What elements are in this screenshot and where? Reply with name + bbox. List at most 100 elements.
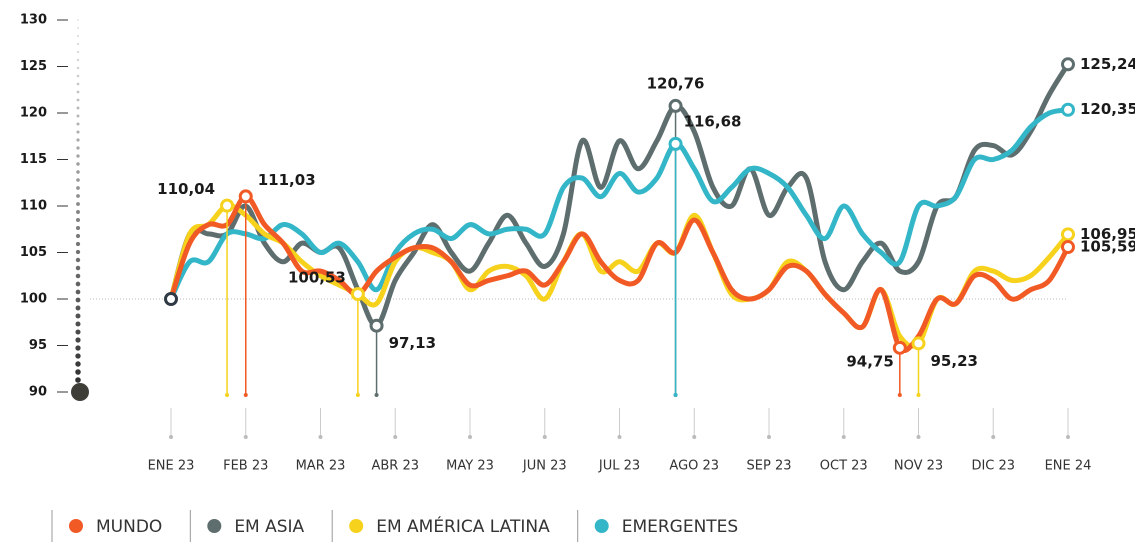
axis-dot <box>76 74 80 78</box>
x-tick-label: ABR 23 <box>371 459 419 474</box>
x-tick-dot <box>767 435 771 439</box>
x-tick-dot <box>169 435 173 439</box>
legend-swatch <box>594 519 609 533</box>
value-label: 120,35 <box>1080 100 1135 118</box>
drop-dot <box>225 393 230 397</box>
axis-dot <box>76 130 80 134</box>
axis-dot <box>76 218 80 222</box>
axis-dot <box>76 202 80 206</box>
axis-dot <box>75 289 81 295</box>
legend-label: EMERGENTES <box>622 517 739 537</box>
legend-swatch <box>207 519 222 533</box>
value-label: 95,23 <box>931 352 978 370</box>
x-tick-dot <box>991 435 996 439</box>
x-tick-dot <box>841 435 846 439</box>
axis-dot <box>76 138 80 142</box>
axis-dot <box>75 305 81 311</box>
drop-dot <box>243 393 248 397</box>
point-marker <box>1061 227 1075 242</box>
y-tick-label: 105 <box>20 245 47 260</box>
x-tick-label: SEP 23 <box>747 459 792 474</box>
x-tick-label: FEB 23 <box>223 459 268 474</box>
drop-dot <box>355 393 360 397</box>
axis-dot <box>76 154 80 158</box>
axis-dot <box>75 377 81 383</box>
axis-dot <box>76 66 80 70</box>
y-tick-label: 115 <box>20 152 47 167</box>
value-label: 100,53 <box>288 269 346 287</box>
drop-dot <box>673 393 678 397</box>
x-tick-dot <box>243 435 248 439</box>
y-tick-label: 90 <box>29 385 47 400</box>
y-tick-label: 100 <box>20 292 47 307</box>
x-tick-label: NOV 23 <box>894 459 943 474</box>
axis-dot <box>76 146 80 150</box>
y-tick-label: 95 <box>29 338 47 353</box>
x-tick-dot <box>393 435 398 439</box>
axis-dot <box>76 98 80 102</box>
y-tick-label: 110 <box>20 199 47 214</box>
legend-swatch <box>69 519 83 533</box>
value-label: 110,04 <box>157 180 215 198</box>
value-label: 116,68 <box>684 112 742 130</box>
axis-dot <box>76 178 80 182</box>
x-tick-dot <box>318 435 323 439</box>
legend-label: EM ASIA <box>234 517 304 537</box>
value-label: 97,13 <box>389 334 436 352</box>
axis-dot <box>75 249 81 255</box>
point-marker <box>1061 240 1075 255</box>
x-tick-label: ENE 24 <box>1045 459 1092 474</box>
axis-dot <box>75 329 81 335</box>
x-tick-label: ENE 23 <box>148 459 195 474</box>
x-tick-dot <box>916 435 921 439</box>
axis-dot <box>75 313 81 319</box>
axis-dot <box>76 106 80 110</box>
point-marker <box>238 189 253 204</box>
x-tick-label: MAY 23 <box>446 459 494 474</box>
axis-dot <box>75 281 81 287</box>
axis-dot <box>75 361 81 367</box>
legend-label: EM AMÉRICA LATINA <box>376 515 550 537</box>
y-tick-label: 120 <box>20 106 47 121</box>
start-marker <box>164 292 178 306</box>
axis-dot <box>76 210 80 214</box>
axis-dot <box>76 90 80 94</box>
series-line <box>168 193 1071 353</box>
axis-dot <box>75 297 81 303</box>
x-tick-dot <box>692 435 697 439</box>
axis-dot <box>75 265 81 271</box>
point-marker <box>668 136 683 151</box>
axis-dot <box>76 186 80 190</box>
point-marker <box>911 336 926 351</box>
point-marker <box>350 287 365 302</box>
point-marker <box>369 318 384 333</box>
axis-dot <box>76 194 80 198</box>
axis-dot <box>76 34 80 38</box>
value-label: 111,03 <box>258 171 316 189</box>
axis-dot <box>76 42 80 46</box>
axis-dot <box>75 369 81 375</box>
x-tick-label: AGO 23 <box>669 459 719 474</box>
axis-dot <box>75 225 81 231</box>
axis-base-dot <box>71 383 89 401</box>
point-marker <box>220 198 235 213</box>
x-tick-label: OCT 23 <box>820 459 868 474</box>
point-marker <box>1061 57 1075 72</box>
x-tick-label: JUL 23 <box>598 459 640 474</box>
axis-dot <box>76 50 80 54</box>
value-label: 94,75 <box>846 352 893 370</box>
value-label: 120,76 <box>647 74 705 92</box>
axis-dot <box>75 321 81 327</box>
axis-dot <box>76 170 80 174</box>
legend-label: MUNDO <box>96 517 162 537</box>
axis-dot <box>75 233 81 239</box>
x-tick-dot <box>542 435 547 439</box>
value-label: 106,95 <box>1080 225 1135 243</box>
axis-dot <box>75 273 81 279</box>
axis-dot <box>77 19 79 21</box>
axis-dot <box>75 345 81 351</box>
point-marker <box>1061 102 1075 117</box>
axis-dot <box>76 162 80 166</box>
value-label: 125,24 <box>1080 55 1135 73</box>
